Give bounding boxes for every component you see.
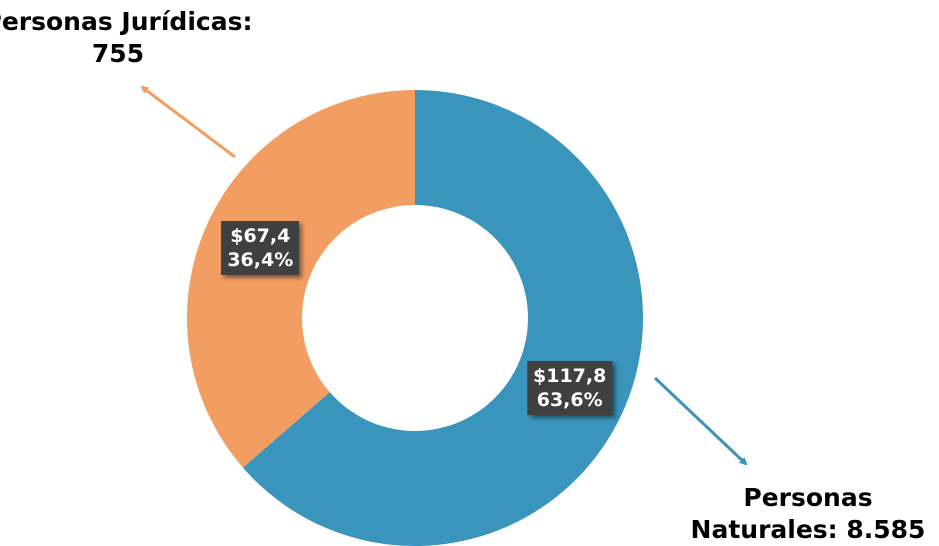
category-label: Personas Jurídicas: 755 — [0, 7, 253, 68]
arrow — [140, 85, 236, 159]
donut-slice — [242, 90, 643, 546]
category-label: Personas Naturales: 8.585 — [690, 483, 926, 544]
value-label: $117,8 63,6% — [527, 361, 613, 416]
label-text: $67,4 — [230, 224, 291, 247]
label-text: 63,6% — [536, 389, 603, 412]
label-text: $117,8 — [533, 365, 607, 388]
label-text: 36,4% — [227, 248, 294, 271]
arrow — [653, 376, 748, 466]
value-label: $67,4 36,4% — [221, 220, 300, 275]
donut-slice — [187, 90, 415, 468]
